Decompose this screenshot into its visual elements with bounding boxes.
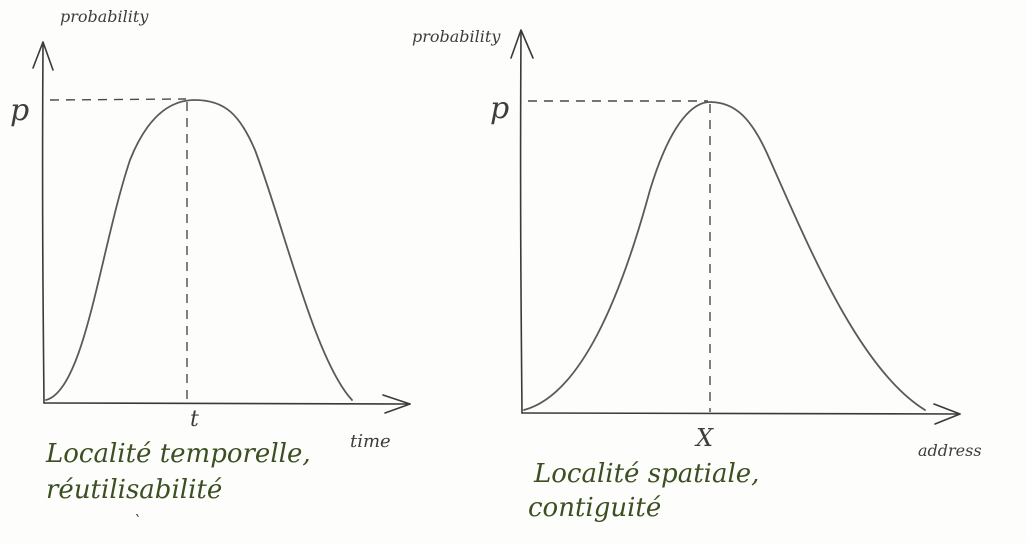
right-y-axis-arrowhead	[510, 29, 534, 59]
left-peak-horizontal-guide	[49, 98, 187, 101]
left-peak-x-label: t	[190, 407, 199, 432]
left-y-axis	[41, 44, 45, 404]
right-peak-x-label: X	[694, 424, 714, 452]
left-caption-line1: Localité temporelle,	[45, 439, 311, 469]
right-y-axis	[519, 31, 523, 414]
right-y-axis-label: probability	[412, 27, 501, 46]
left-probability-curve	[45, 99, 353, 401]
right-x-axis-arrowhead	[933, 403, 961, 425]
right-graph: probability p X address Localité spatial…	[412, 27, 982, 523]
left-caption-line2: réutilisabilité	[46, 475, 222, 505]
right-x-axis	[521, 412, 961, 415]
right-peak-label: p	[490, 91, 509, 126]
left-y-axis-label: probability	[60, 7, 149, 26]
right-x-axis-label: address	[918, 441, 982, 460]
left-x-axis-arrowhead	[382, 394, 411, 414]
left-graph: probability p t time Localité temporelle…	[10, 7, 411, 531]
left-peak-label: p	[10, 93, 29, 128]
right-caption-line2: contiguité	[528, 493, 661, 523]
left-y-axis-arrowhead	[32, 41, 54, 71]
stray-mark: ˋ	[133, 512, 141, 531]
right-caption-line1: Localité spatiale,	[533, 459, 759, 489]
right-probability-curve	[523, 101, 926, 411]
left-x-axis	[43, 402, 411, 405]
left-x-axis-label: time	[350, 431, 391, 452]
